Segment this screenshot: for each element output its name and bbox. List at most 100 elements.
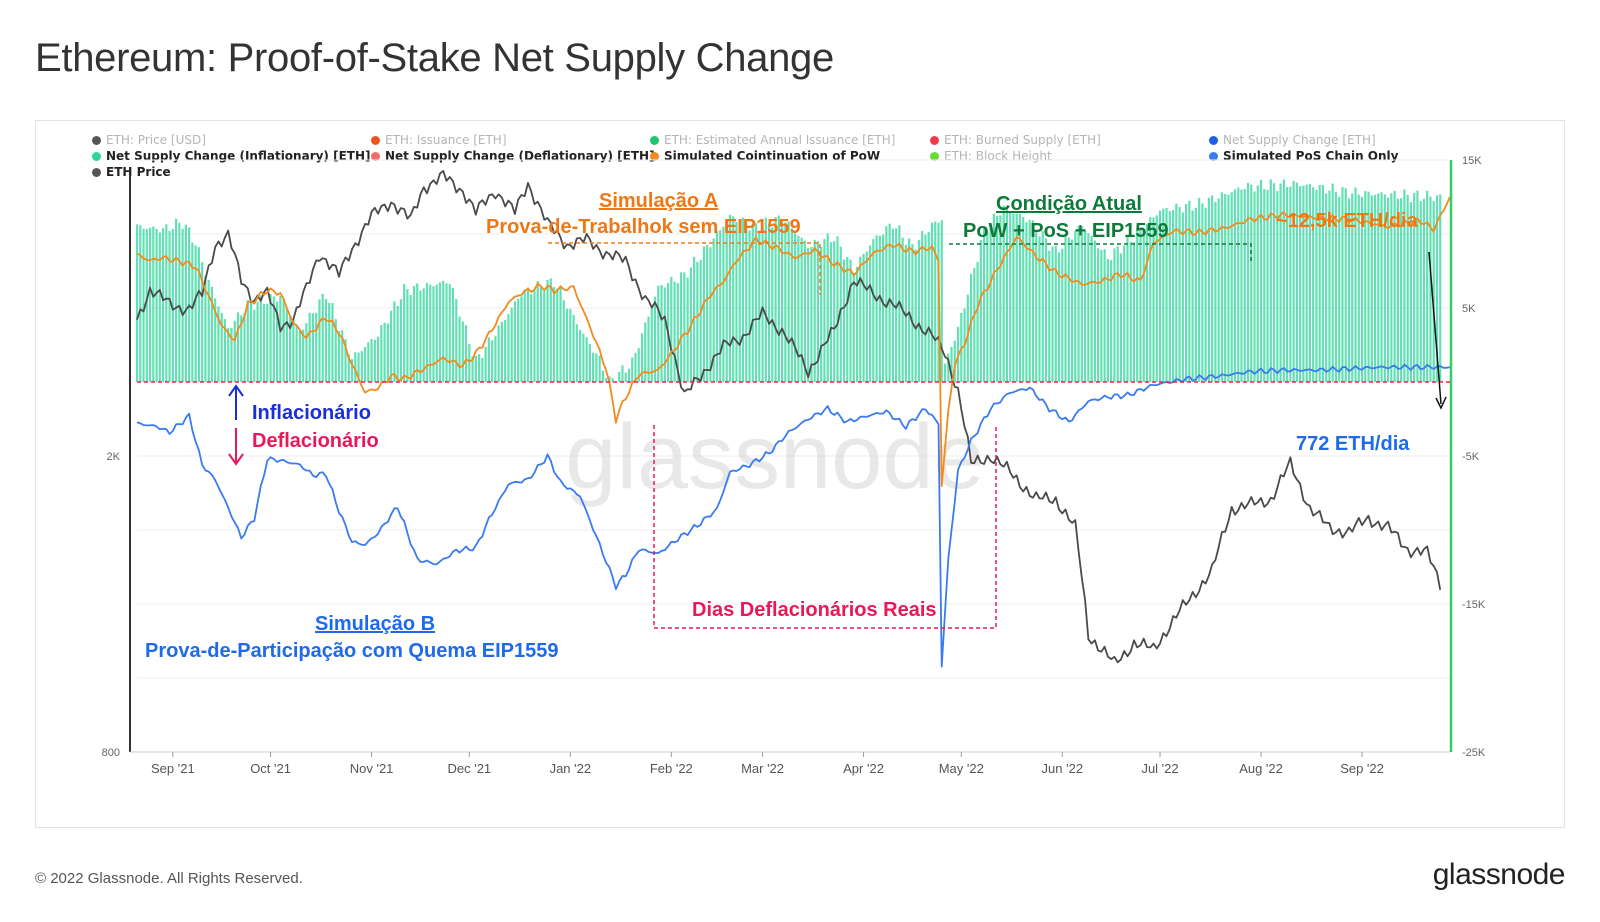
legend-item[interactable]: Net Supply Change [ETH]: [1209, 133, 1376, 147]
bar-inflationary: [422, 288, 425, 382]
bar-inflationary: [754, 223, 758, 382]
bar-inflationary: [794, 233, 797, 382]
bar-inflationary: [334, 319, 337, 382]
bar-inflationary: [246, 300, 249, 382]
bar-inflationary: [1266, 189, 1269, 382]
bar-inflationary: [982, 226, 986, 382]
bar-inflationary: [1178, 207, 1181, 382]
bar-inflationary: [1370, 195, 1373, 382]
bar-inflationary: [914, 249, 917, 382]
bar-inflationary: [1439, 194, 1442, 382]
bar-inflationary: [321, 293, 324, 382]
bar-inflationary: [481, 358, 484, 382]
bar-inflationary: [706, 244, 709, 382]
bar-inflationary: [722, 226, 725, 382]
bar-inflationary: [702, 246, 706, 382]
bar-inflationary: [1181, 212, 1184, 382]
bar-inflationary: [1432, 200, 1435, 382]
bar-inflationary: [214, 298, 217, 382]
bar-inflationary: [539, 286, 543, 382]
bar-inflationary: [732, 216, 735, 382]
bar-inflationary: [1087, 233, 1090, 382]
bar-inflationary: [1429, 196, 1432, 382]
bar-inflationary: [1282, 179, 1285, 382]
bar-inflationary: [1048, 250, 1051, 382]
bar-inflationary: [1031, 220, 1035, 382]
bar-inflationary: [210, 286, 214, 382]
legend-swatch: [92, 167, 101, 177]
footer-copyright: © 2022 Glassnode. All Rights Reserved.: [35, 870, 303, 887]
bar-inflationary: [1360, 196, 1364, 382]
annotation-sim-a-title: Simulação A: [599, 190, 719, 212]
bar-inflationary: [696, 262, 699, 382]
bar-inflationary: [741, 217, 745, 382]
bar-inflationary: [917, 240, 921, 382]
legend-swatch: [650, 151, 659, 161]
bar-inflationary: [1015, 213, 1018, 382]
y-left-tick-label: 2K: [107, 451, 121, 463]
bar-inflationary: [1044, 238, 1048, 382]
legend-item[interactable]: ETH Price: [92, 165, 171, 179]
bar-inflationary: [416, 283, 419, 382]
legend-item[interactable]: ETH: Burned Supply [ETH]: [930, 133, 1101, 147]
bar-inflationary: [471, 356, 474, 382]
bar-inflationary: [1175, 203, 1178, 382]
bar-inflationary: [1351, 193, 1354, 382]
bar-inflationary: [152, 226, 155, 382]
bar-inflationary: [1119, 253, 1123, 382]
bar-inflationary: [1237, 187, 1240, 382]
bar-inflationary: [295, 324, 298, 382]
bar-inflationary: [624, 372, 627, 382]
bar-inflationary: [275, 301, 279, 382]
bar-inflationary: [859, 256, 862, 382]
bar-inflationary: [588, 344, 591, 382]
bar-inflationary: [1321, 185, 1325, 382]
bar-inflationary: [484, 346, 487, 382]
bar-inflationary: [171, 228, 174, 382]
annotation-current-sub: PoW + PoS + EIP1559: [963, 220, 1169, 242]
legend-item[interactable]: ETH: Issuance [ETH]: [371, 133, 507, 147]
bar-inflationary: [966, 294, 969, 382]
bar-inflationary: [1243, 189, 1246, 382]
x-tick-label: Dec '21: [447, 761, 491, 776]
bar-inflationary: [1227, 194, 1230, 382]
bar-inflationary: [360, 351, 363, 382]
bar-inflationary: [504, 319, 507, 382]
bar-inflationary: [644, 322, 647, 382]
bar-inflationary: [578, 329, 582, 382]
annotation-sim-b-title: Simulação B: [315, 613, 436, 635]
bar-inflationary: [1285, 187, 1289, 382]
bar-inflationary: [181, 228, 184, 382]
bar-inflationary: [1403, 189, 1406, 382]
bar-inflationary: [442, 280, 445, 382]
bar-inflationary: [663, 287, 666, 382]
bar-inflationary: [1129, 241, 1132, 382]
bar-inflationary: [1184, 204, 1188, 382]
bar-inflationary: [777, 215, 780, 382]
bar-inflationary: [282, 299, 285, 382]
bar-inflationary: [911, 244, 914, 382]
bar-inflationary: [139, 225, 142, 382]
bar-inflationary: [1083, 230, 1087, 382]
bar-inflationary: [1097, 248, 1100, 382]
legend-item[interactable]: ETH: Estimated Annual Issuance [ETH]: [650, 133, 895, 147]
watermark: glassnode: [565, 406, 984, 508]
bar-inflationary: [1367, 191, 1370, 382]
legend-item[interactable]: ETH: Price [USD]: [92, 133, 206, 147]
bar-inflationary: [1093, 240, 1096, 382]
bar-inflationary: [565, 308, 569, 382]
bar-inflationary: [986, 232, 989, 382]
bar-inflationary: [1250, 184, 1253, 382]
bar-inflationary: [618, 371, 621, 382]
bar-inflationary: [1246, 182, 1250, 382]
bar-inflationary: [347, 354, 350, 382]
bar-inflationary: [357, 352, 360, 382]
bar-inflationary: [1256, 185, 1259, 382]
bar-inflationary: [627, 368, 631, 382]
bar-inflationary: [810, 246, 813, 382]
bar-inflationary: [784, 222, 787, 382]
bar-inflationary: [435, 284, 438, 382]
bar-inflationary: [201, 262, 204, 382]
bar-inflationary: [380, 325, 383, 382]
bar-inflationary: [194, 245, 197, 382]
